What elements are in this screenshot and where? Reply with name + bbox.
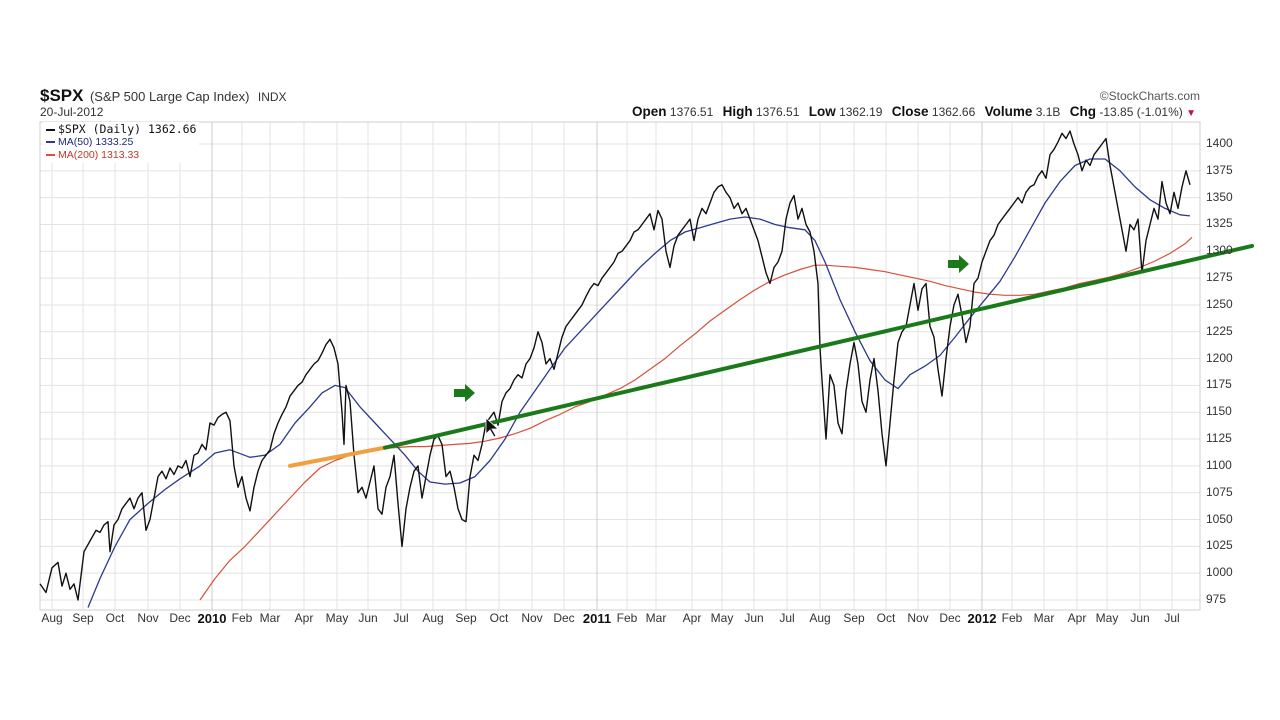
y-tick-label: 1150 xyxy=(1206,404,1232,419)
x-tick-label: 2011 xyxy=(582,611,612,626)
x-tick-label: Jun xyxy=(358,611,378,625)
y-tick-label: 1100 xyxy=(1206,457,1232,472)
y-tick-label: 1325 xyxy=(1206,216,1233,231)
chart-annotations xyxy=(288,243,1254,468)
early-trendline xyxy=(288,445,387,468)
low-value: 1362.19 xyxy=(839,105,883,119)
right-arrow-icon xyxy=(948,255,969,273)
x-tick-label: Jul xyxy=(779,611,795,625)
close-value: 1362.66 xyxy=(931,105,976,119)
x-tick-label: Dec xyxy=(553,611,575,625)
y-tick-label: 975 xyxy=(1206,592,1227,606)
y-tick-label: 1350 xyxy=(1206,189,1233,204)
legend-item-ma50: MA(50) 1333.25 xyxy=(46,136,196,149)
y-tick-label: 1050 xyxy=(1206,511,1233,526)
change-label: Chg xyxy=(1069,104,1097,119)
legend-swatch-ma200 xyxy=(46,154,55,157)
x-tick-label: Mar xyxy=(645,611,667,625)
chart-legend: $SPX (Daily) 1362.66 MA(50) 1333.25 MA(2… xyxy=(43,122,200,163)
mouse-cursor-icon xyxy=(485,417,500,438)
volume-value: 3.1B xyxy=(1035,105,1061,119)
y-tick-label: 1225 xyxy=(1206,323,1233,338)
legend-swatch-ma50 xyxy=(46,141,55,144)
y-tick-label: 1000 xyxy=(1206,565,1233,580)
y-tick-label: 1175 xyxy=(1206,377,1232,392)
legend-item-ma200: MA(200) 1313.33 xyxy=(46,149,196,162)
x-tick-label: Oct xyxy=(105,611,125,625)
x-tick-label: 2012 xyxy=(967,611,997,626)
chart-grid xyxy=(40,122,1200,610)
high-label: High xyxy=(722,104,753,119)
x-tick-label: May xyxy=(1095,611,1119,625)
plot-frame xyxy=(39,121,1201,611)
x-tick-label: Feb xyxy=(616,611,638,625)
low-label: Low xyxy=(808,104,836,119)
x-tick-label: Apr xyxy=(682,611,702,625)
brand-link[interactable]: ©StockCharts.com xyxy=(1099,89,1200,103)
x-tick-label: Aug xyxy=(422,611,444,625)
x-tick-label: Apr xyxy=(294,611,314,625)
y-tick-label: 1375 xyxy=(1206,162,1233,177)
x-tick-label: Aug xyxy=(41,611,63,625)
x-tick-label: Feb xyxy=(231,611,253,625)
x-tick-label: Sep xyxy=(455,611,477,625)
close-label: Close xyxy=(891,104,929,119)
y-tick-label: 1250 xyxy=(1206,296,1233,311)
legend-swatch-price xyxy=(46,128,55,131)
y-tick-label: 1275 xyxy=(1206,270,1233,285)
x-tick-label: Apr xyxy=(1067,611,1087,625)
x-tick-label: Aug xyxy=(809,611,831,625)
x-tick-label: May xyxy=(710,611,734,625)
x-tick-label: Sep xyxy=(843,611,865,625)
legend-item-price: $SPX (Daily) 1362.66 xyxy=(46,123,196,136)
right-arrow-icon xyxy=(454,384,475,402)
x-tick-label: Mar xyxy=(259,611,281,625)
symbol: $SPX xyxy=(40,86,84,105)
open-value: 1376.51 xyxy=(669,105,714,119)
y-tick-label: 1200 xyxy=(1206,350,1233,365)
x-tick-label: Nov xyxy=(521,611,543,625)
x-tick-label: May xyxy=(325,611,349,625)
x-tick-label: 2010 xyxy=(197,611,227,626)
change-value: -13.85 (-1.01%) xyxy=(1099,105,1183,119)
x-tick-label: Jul xyxy=(393,611,409,625)
high-value: 1376.51 xyxy=(755,105,800,119)
x-tick-label: Sep xyxy=(72,611,94,625)
x-tick-label: Oct xyxy=(876,611,896,625)
x-tick-label: Mar xyxy=(1033,611,1055,625)
y-tick-label: 1025 xyxy=(1206,538,1233,553)
y-tick-label: 1300 xyxy=(1206,243,1233,258)
x-tick-label: Jun xyxy=(1130,611,1150,625)
price-line xyxy=(39,130,1191,601)
x-tick-label: Dec xyxy=(939,611,961,625)
x-tick-label: Dec xyxy=(169,611,191,625)
ohlc-summary: Open 1376.51 High 1376.51 Low 1362.19 Cl… xyxy=(626,104,1196,119)
y-tick-label: 1075 xyxy=(1206,484,1233,499)
x-tick-label: Jun xyxy=(744,611,764,625)
x-tick-label: Nov xyxy=(907,611,929,625)
y-tick-label: 1125 xyxy=(1206,431,1232,446)
chart-date: 20-Jul-2012 xyxy=(40,105,104,119)
long-term-trendline xyxy=(383,243,1254,450)
chart-series xyxy=(0,130,1280,720)
ma50-line xyxy=(87,158,1191,608)
volume-label: Volume xyxy=(984,104,1033,119)
open-label: Open xyxy=(632,104,667,119)
symbol-description: (S&P 500 Large Cap Index) xyxy=(89,89,250,104)
chart-title: $SPX (S&P 500 Large Cap Index) INDX xyxy=(40,86,287,106)
x-tick-label: Jul xyxy=(1164,611,1180,625)
x-tick-label: Nov xyxy=(137,611,159,625)
ma200-line xyxy=(199,236,1193,601)
y-tick-label: 1400 xyxy=(1206,136,1233,150)
down-arrow-icon: ▼ xyxy=(1186,108,1196,119)
x-tick-label: Feb xyxy=(1001,611,1023,625)
exchange: INDX xyxy=(257,90,287,104)
x-tick-label: Oct xyxy=(489,611,509,625)
